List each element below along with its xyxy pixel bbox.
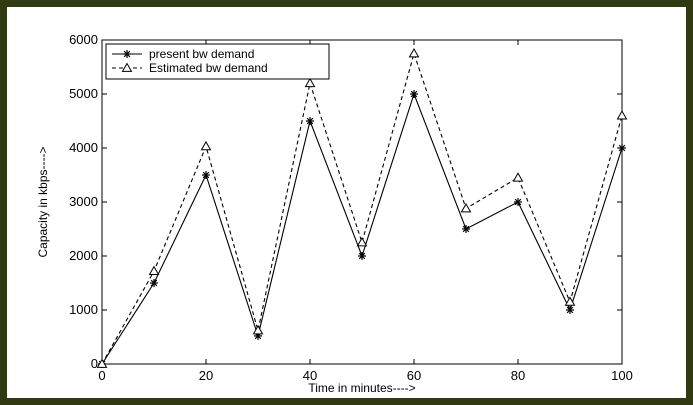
y-tick-label: 3000 [69,194,98,209]
series-2-point [564,296,576,306]
y-axis-title: Capacity in kbps----> [36,146,50,257]
series-layer [96,47,628,368]
y-tick-label: 5000 [69,86,98,101]
series-1-point [306,117,314,125]
x-axis-title: Time in minutes----> [308,381,415,395]
plot-area [101,39,623,365]
series-1-point [566,306,574,314]
legend-label-2: Estimated bw demand [149,61,268,75]
x-tick-label: 0 [98,368,105,383]
series-2-point [200,140,212,151]
series-1-point [618,144,626,152]
y-tick-label: 0 [91,356,98,371]
legend-box [105,43,330,80]
x-tick-label: 40 [303,368,317,383]
y-tick-label: 2000 [69,248,98,263]
series-1-point [202,171,210,179]
series-2-point [252,325,264,335]
legend-label-1: present bw demand [149,47,254,61]
series-1-point [358,252,366,260]
series-2-point [616,110,628,120]
series-1-point [410,90,418,98]
y-tick-label: 4000 [69,140,98,155]
y-tick-label: 1000 [69,302,98,317]
x-tick-label: 100 [611,368,633,383]
series-2-point [356,236,368,247]
series-2-point [96,358,108,368]
series-1-point [462,225,470,233]
legend-marker-2 [121,62,133,72]
x-tick-label: 20 [199,368,213,383]
x-tick-label: 80 [511,368,525,383]
series-2-point [408,47,420,58]
series-2-point [304,77,316,88]
legend-marker-1 [123,50,131,58]
series-line-2 [101,51,623,365]
series-2-point [148,265,160,275]
x-tick-label: 60 [407,368,421,383]
y-tick-label: 6000 [69,32,98,47]
series-2-point [460,202,472,213]
series-2-point [512,172,524,182]
series-1-point [514,198,522,206]
series-1-point [150,279,158,287]
